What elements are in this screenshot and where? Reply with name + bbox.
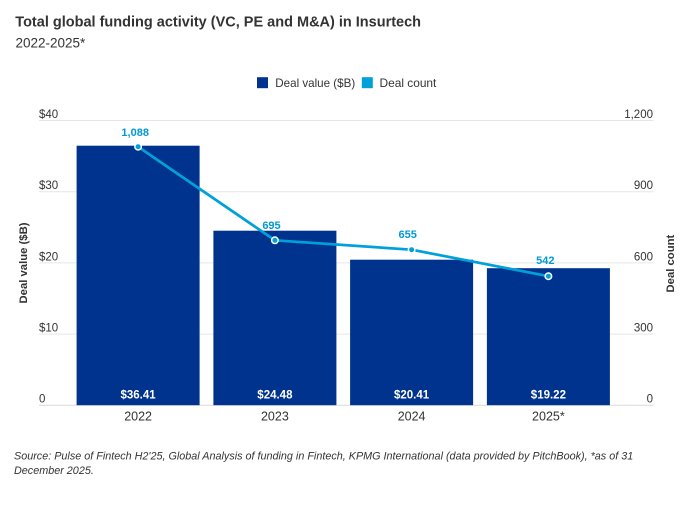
svg-text:600: 600 xyxy=(634,251,653,263)
svg-text:Deal value ($B): Deal value ($B) xyxy=(275,77,355,90)
svg-text:Total global funding activity: Total global funding activity (VC, PE an… xyxy=(15,15,421,31)
svg-text:Deal count: Deal count xyxy=(380,76,438,90)
svg-text:Source: Pulse of Fintech H2'25: Source: Pulse of Fintech H2'25, Global A… xyxy=(14,451,633,463)
svg-text:0: 0 xyxy=(647,394,653,406)
svg-text:$20.41: $20.41 xyxy=(394,389,430,401)
svg-text:$24.48: $24.48 xyxy=(257,389,293,401)
svg-text:300: 300 xyxy=(634,323,653,335)
svg-text:Deal count: Deal count xyxy=(665,234,677,292)
svg-text:$19.22: $19.22 xyxy=(531,389,566,401)
svg-text:542: 542 xyxy=(536,255,554,267)
svg-text:900: 900 xyxy=(634,180,653,192)
svg-text:655: 655 xyxy=(399,229,417,241)
svg-text:2023: 2023 xyxy=(261,410,289,424)
svg-text:2025*: 2025* xyxy=(532,410,565,424)
svg-text:2022-2025*: 2022-2025* xyxy=(16,36,87,51)
svg-text:2022: 2022 xyxy=(124,410,152,424)
svg-text:$20: $20 xyxy=(39,251,58,263)
svg-text:0: 0 xyxy=(39,394,45,406)
svg-text:1,200: 1,200 xyxy=(624,109,653,121)
svg-text:$40: $40 xyxy=(39,109,58,121)
svg-text:December 2025.: December 2025. xyxy=(14,465,94,477)
svg-text:695: 695 xyxy=(262,220,280,232)
svg-text:2024: 2024 xyxy=(398,410,426,424)
svg-text:$10: $10 xyxy=(39,323,58,335)
svg-text:1,088: 1,088 xyxy=(121,127,149,139)
svg-text:Deal value ($B): Deal value ($B) xyxy=(18,222,30,303)
svg-text:$36.41: $36.41 xyxy=(121,389,157,401)
svg-text:$30: $30 xyxy=(39,180,58,192)
